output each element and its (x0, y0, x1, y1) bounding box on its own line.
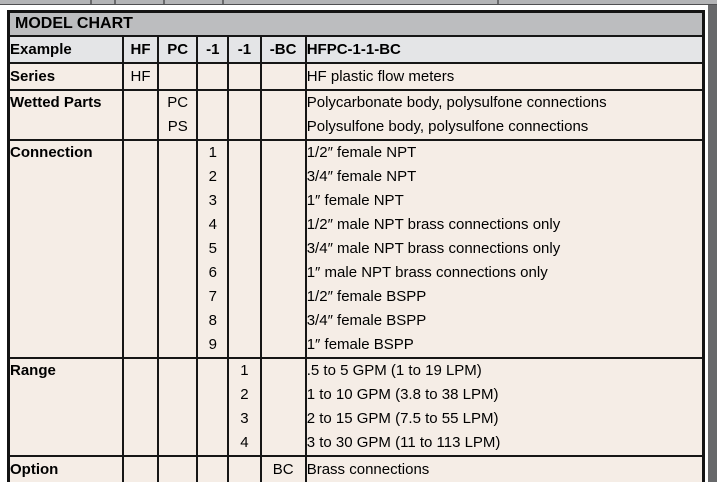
code-value: 9 (208, 336, 218, 353)
desc-line: 1 to 10 GPM (3.8 to 38 LPM) (306, 386, 499, 403)
empty-cell (227, 89, 262, 141)
table-row: MODEL CHART (7, 10, 705, 37)
code-cell: HF (121, 62, 160, 91)
code-value: 4 (240, 434, 249, 451)
code-value: 6 (208, 264, 218, 281)
desc-line: 3 to 30 GPM (11 to 113 LPM) (306, 434, 501, 451)
code-value: 7 (208, 288, 218, 305)
empty-cell (121, 357, 160, 457)
code-value: 8 (208, 312, 218, 329)
top-strip-tick (222, 0, 224, 4)
example-code-series: HF (121, 35, 160, 64)
empty-cell (227, 455, 262, 482)
code-value: BC (272, 461, 294, 478)
row-label-example: Example (7, 35, 124, 64)
desc-line: .5 to 5 GPM (1 to 19 LPM) (306, 362, 482, 379)
top-strip-tick (90, 0, 92, 4)
empty-cell (259, 357, 307, 457)
example-code-range: -1 (227, 35, 262, 64)
code-value: 1 (240, 362, 249, 379)
row-label-connection: Connection (7, 139, 124, 359)
top-strip-tick (114, 0, 116, 4)
cropped-content-right-strip (708, 0, 717, 482)
example-model-number: HFPC-1-1-BC (304, 35, 705, 64)
empty-cell (157, 139, 199, 359)
empty-cell (121, 455, 160, 482)
code-value: 3 (208, 192, 218, 209)
desc-line: 2 to 15 GPM (7.5 to 55 LPM) (306, 410, 499, 427)
empty-cell (259, 89, 307, 141)
desc-line: 1″ female BSPP (306, 336, 414, 353)
desc-cell: HF plastic flow meters (304, 62, 705, 91)
empty-cell (196, 455, 230, 482)
chart-title: MODEL CHART (7, 10, 705, 37)
empty-cell (227, 62, 262, 91)
desc-cell: Brass connections (304, 455, 705, 482)
code-value: PC (167, 94, 189, 111)
row-label-wetted-parts: Wetted Parts (7, 89, 124, 141)
empty-cell (157, 357, 199, 457)
empty-cell (227, 139, 262, 359)
table-row: Series HF HF plastic flow meters (7, 62, 705, 91)
code-value: HF (130, 68, 151, 85)
example-code-connection: -1 (196, 35, 230, 64)
example-code-wetted: PC (157, 35, 199, 64)
table-row: Range 1 2 3 4 .5 to 5 GPM (1 to 19 LPM) … (7, 357, 705, 457)
desc-line: 1/2″ female NPT (306, 144, 417, 161)
empty-cell (121, 139, 160, 359)
table-row: Option BC Brass connections (7, 455, 705, 482)
desc-line: 1″ female NPT (306, 192, 404, 209)
empty-cell (157, 62, 199, 91)
code-cell: 1 2 3 4 5 6 7 8 9 (196, 139, 230, 359)
code-value: 2 (208, 168, 218, 185)
code-value: 2 (240, 386, 249, 403)
empty-cell (196, 62, 230, 91)
code-cell: 1 2 3 4 (227, 357, 262, 457)
table-row: Connection 1 2 3 4 5 6 7 8 9 1/2″ female… (7, 139, 705, 359)
top-strip-tick (163, 0, 165, 4)
top-strip-tick (497, 0, 499, 4)
empty-cell (196, 357, 230, 457)
code-value: 5 (208, 240, 218, 257)
empty-cell (259, 62, 307, 91)
desc-line: HF plastic flow meters (306, 68, 455, 85)
model-chart-table: MODEL CHART Example HF PC -1 -1 -BC HFPC… (7, 10, 705, 482)
desc-line: 1/2″ female BSPP (306, 288, 427, 305)
cropped-content-top-strip (0, 0, 717, 5)
desc-line: 1/2″ male NPT brass connections only (306, 216, 561, 233)
empty-cell (121, 89, 160, 141)
code-value: 3 (240, 410, 249, 427)
empty-cell (259, 139, 307, 359)
desc-line: 3/4″ female BSPP (306, 312, 427, 329)
table-row: Example HF PC -1 -1 -BC HFPC-1-1-BC (7, 35, 705, 64)
desc-line: 3/4″ female NPT (306, 168, 417, 185)
row-label-option: Option (7, 455, 124, 482)
code-cell: PC PS (157, 89, 199, 141)
code-value: 4 (208, 216, 218, 233)
code-value: 1 (208, 144, 218, 161)
desc-line: 3/4″ male NPT brass connections only (306, 240, 561, 257)
desc-line: Polycarbonate body, polysulfone connecti… (306, 94, 607, 111)
row-label-series: Series (7, 62, 124, 91)
empty-cell (157, 455, 199, 482)
desc-line: Brass connections (306, 461, 430, 478)
example-code-option: -BC (259, 35, 307, 64)
row-label-range: Range (7, 357, 124, 457)
empty-cell (196, 89, 230, 141)
desc-line: Polysulfone body, polysulfone connection… (306, 118, 589, 135)
code-value: PS (167, 118, 188, 135)
desc-cell: .5 to 5 GPM (1 to 19 LPM) 1 to 10 GPM (3… (304, 357, 705, 457)
table-row: Wetted Parts PC PS Polycarbonate body, p… (7, 89, 705, 141)
desc-cell: Polycarbonate body, polysulfone connecti… (304, 89, 705, 141)
code-cell: BC (259, 455, 307, 482)
desc-cell: 1/2″ female NPT 3/4″ female NPT 1″ femal… (304, 139, 705, 359)
desc-line: 1″ male NPT brass connections only (306, 264, 548, 281)
